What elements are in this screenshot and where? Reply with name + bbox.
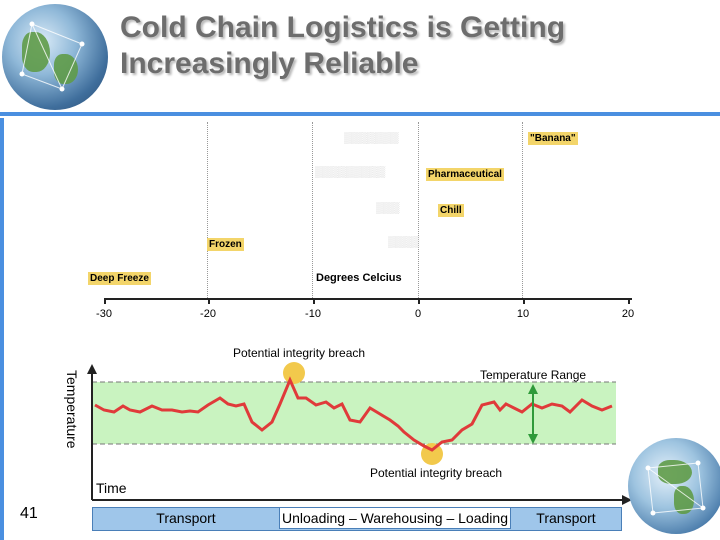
y-axis-label: Temperature xyxy=(64,370,80,449)
side-accent-bar xyxy=(0,118,4,540)
tick-label: 10 xyxy=(516,308,530,320)
globe-logo-top xyxy=(2,4,108,110)
y-axis-arrowhead xyxy=(87,364,97,374)
breach-label-bottom: Potential integrity breach xyxy=(370,466,503,480)
tick-label: 20 xyxy=(621,308,635,320)
slide-title-line-1: Cold Chain Logistics is Getting xyxy=(120,11,566,44)
breach-marker-top xyxy=(283,362,305,384)
breach-marker-bottom xyxy=(421,443,443,465)
slide-number: 41 xyxy=(20,505,38,522)
temperature-range-chart: -30 -20 -10 0 10 20 ▒▒▒▒▒▒▒ ▒▒▒▒▒▒▒▒▒ ▒▒… xyxy=(88,122,640,322)
logistics-phase-bar: Transport Unloading – Warehousing – Load… xyxy=(92,507,622,531)
temperature-line xyxy=(94,376,613,452)
temperature-range-band xyxy=(92,382,616,444)
category-pharmaceutical: Pharmaceutical xyxy=(426,168,504,181)
category-chill: Chill xyxy=(438,204,464,217)
range-arrow-up xyxy=(528,384,538,394)
phase-transport-start: Transport xyxy=(156,510,216,526)
chart-baseline xyxy=(104,298,632,300)
category-banana: "Banana" xyxy=(528,132,578,145)
category-deep-freeze: Deep Freeze xyxy=(88,272,151,285)
range-arrow-down xyxy=(528,434,538,444)
phase-transport-end: Transport xyxy=(536,510,596,526)
slide-title: Cold Chain Logistics is Getting Increasi… xyxy=(120,10,680,82)
slide-title-line-2: Increasingly Reliable xyxy=(120,47,419,80)
tick-label: 0 xyxy=(414,308,422,320)
category-frozen: Frozen xyxy=(207,238,244,251)
tick-label: -30 xyxy=(96,308,112,320)
temperature-axis-label: Degrees Celcius xyxy=(316,272,402,284)
temperature-range-label: Temperature Range xyxy=(480,368,587,382)
breach-label-top: Potential integrity breach xyxy=(233,346,366,360)
globe-logo-bottom xyxy=(628,438,720,534)
title-divider xyxy=(0,112,720,116)
tick-label: -10 xyxy=(305,308,321,320)
phase-unloading-warehousing-loading: Unloading – Warehousing – Loading xyxy=(279,507,511,529)
x-axis-label: Time xyxy=(96,480,127,496)
tick-label: -20 xyxy=(200,308,216,320)
